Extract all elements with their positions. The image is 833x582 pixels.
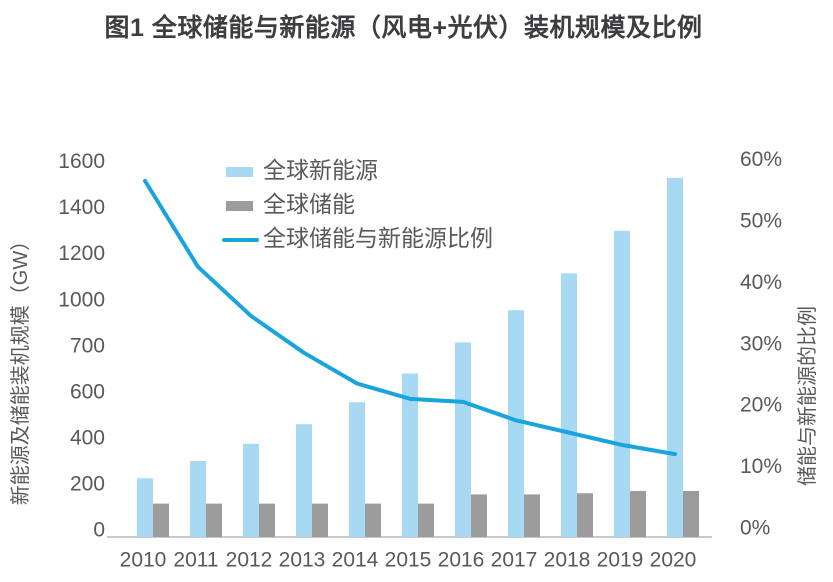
new-energy-bar-2019 <box>614 230 630 537</box>
legend-item-new-energy: 全球新能源 <box>226 157 378 183</box>
left-axis-tick-1200: 1200 <box>58 242 105 265</box>
left-axis-tick-400: 400 <box>70 426 105 449</box>
storage-bar-2013 <box>312 503 328 537</box>
x-axis-label-2011: 2011 <box>173 549 218 572</box>
storage-bar-2014 <box>365 503 381 537</box>
storage-bar-2019 <box>630 490 646 537</box>
right-axis-title: 储能与新能源的比例 <box>796 306 819 486</box>
right-axis-tick-20%: 20% <box>740 394 782 417</box>
left-axis-tick-200: 200 <box>70 472 105 495</box>
x-axis-label-2015: 2015 <box>385 549 432 572</box>
new-energy-bar-2015 <box>402 373 418 537</box>
new-energy-bar-2011 <box>190 461 206 537</box>
x-axis-label-2020: 2020 <box>650 549 697 572</box>
left-axis-tick-700: 700 <box>70 334 105 357</box>
left-axis-tick-1600: 1600 <box>58 150 105 173</box>
left-axis-tick-1400: 1400 <box>58 196 105 219</box>
x-axis-label-2017: 2017 <box>491 549 538 572</box>
new-energy-bar-2020 <box>667 177 683 537</box>
new-energy-bar-2018 <box>561 273 577 537</box>
storage-bar-2012 <box>259 503 275 537</box>
storage-swatch <box>226 201 253 211</box>
x-axis-label-2019: 2019 <box>597 549 644 572</box>
new-energy-bar-2012 <box>243 443 259 537</box>
left-axis-title: 新能源及储能装机规模（GW） <box>9 231 32 505</box>
x-axis-label-2016: 2016 <box>438 549 485 572</box>
right-axis-tick-60%: 60% <box>740 148 782 171</box>
new-energy-bar-2016 <box>455 342 471 537</box>
x-axis-label-2010: 2010 <box>120 549 167 572</box>
right-axis-tick-50%: 50% <box>740 210 782 233</box>
new-energy-bar-2013 <box>296 424 312 537</box>
new-energy-bar-2014 <box>349 402 365 537</box>
right-axis-tick-0%: 0% <box>740 517 770 540</box>
left-axis-tick-0: 0 <box>93 519 105 542</box>
legend-label-2: 全球储能与新能源比例 <box>263 225 493 251</box>
legend-item-storage: 全球储能 <box>226 191 355 217</box>
storage-bar-2015 <box>418 503 434 537</box>
storage-bar-2017 <box>524 494 540 537</box>
ratio-line <box>143 178 677 457</box>
right-axis-tick-40%: 40% <box>740 271 782 294</box>
x-axis-label-2012: 2012 <box>226 549 273 572</box>
storage-bar-2020 <box>683 490 699 537</box>
legend-item-ratio: 全球储能与新能源比例 <box>222 225 493 251</box>
new-energy-bar-2010 <box>137 478 153 537</box>
new-energy-swatch <box>226 167 253 177</box>
storage-bar-2011 <box>206 503 222 537</box>
left-axis-tick-600: 600 <box>70 380 105 403</box>
right-axis-tick-10%: 10% <box>740 455 782 478</box>
storage-bar-2010 <box>153 503 169 537</box>
legend-label-0: 全球新能源 <box>263 157 378 183</box>
storage-bar-2016 <box>471 494 487 537</box>
legend-label-1: 全球储能 <box>263 191 355 217</box>
right-axis-tick-30%: 30% <box>740 332 782 355</box>
x-axis-label-2014: 2014 <box>332 549 379 572</box>
x-axis-label-2018: 2018 <box>544 549 591 572</box>
x-axis-label-2013: 2013 <box>279 549 326 572</box>
storage-bar-2018 <box>577 493 593 537</box>
figure-title: 图1 全球储能与新能源（风电+光伏）装机规模及比例 <box>104 14 703 42</box>
new-energy-bar-2017 <box>508 310 524 537</box>
left-axis-tick-1000: 1000 <box>58 288 105 311</box>
